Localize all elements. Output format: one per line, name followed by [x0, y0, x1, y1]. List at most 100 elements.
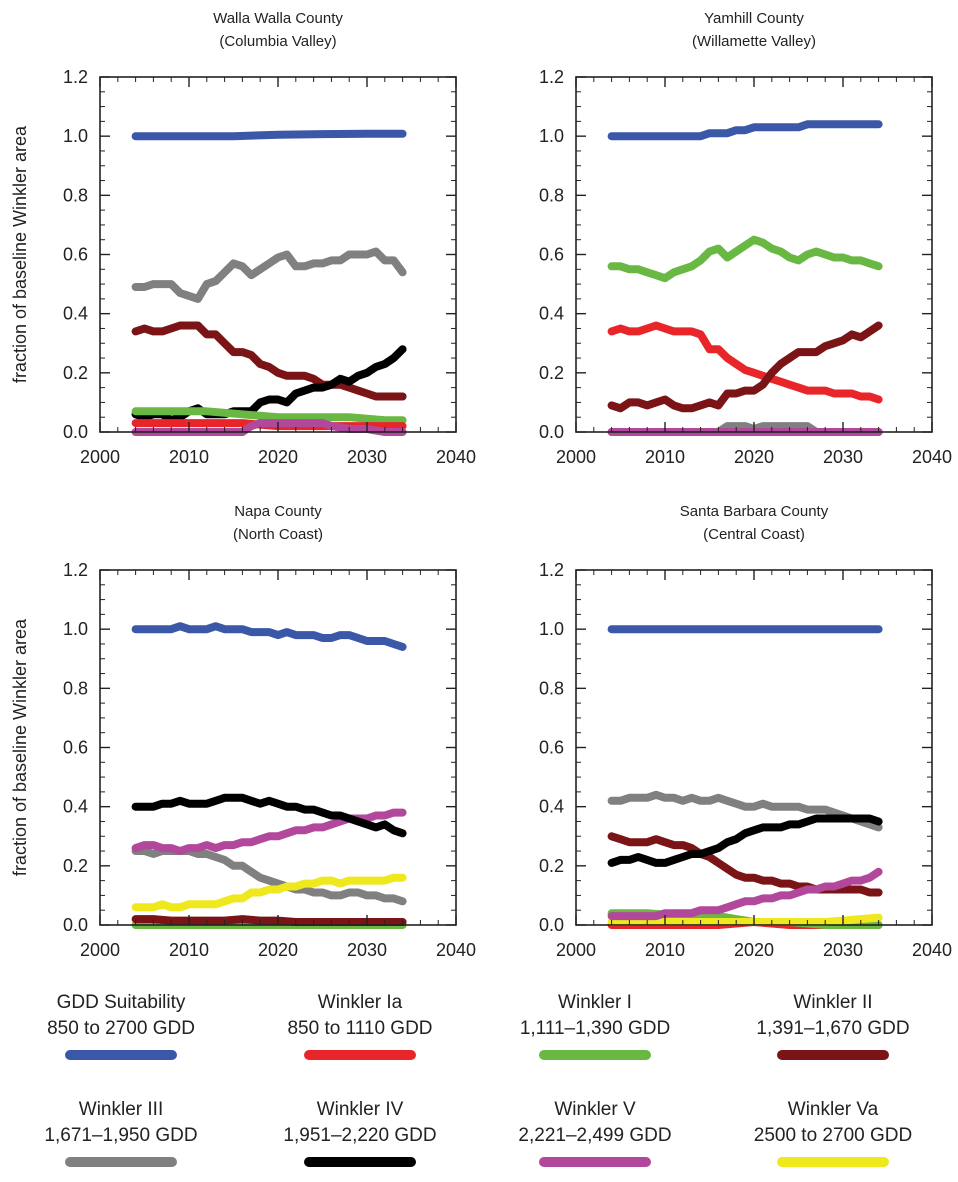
panel-subtitle: (Willamette Valley) [692, 33, 816, 50]
legend-item: Winkler Va 2500 to 2700 GDD [718, 1097, 948, 1167]
x-tick-label: 2000 [80, 447, 120, 467]
y-tick-label: 0.6 [539, 738, 564, 758]
legend-swatch [777, 1157, 889, 1167]
legend-item: Winkler V 2,221–2,499 GDD [480, 1097, 710, 1167]
x-tick-label: 2020 [734, 447, 774, 467]
x-tick-label: 2020 [258, 940, 298, 960]
x-tick-label: 2030 [347, 940, 387, 960]
y-tick-label: 0.2 [539, 856, 564, 876]
legend-swatch [304, 1050, 416, 1060]
legend-item: GDD Suitability 850 to 2700 GDD [6, 990, 236, 1060]
series-line-winkler-va [131, 873, 407, 912]
legend-swatch [304, 1157, 416, 1167]
legend-name: GDD Suitability [56, 992, 186, 1013]
y-tick-label: 0.6 [539, 245, 564, 265]
legend-item: Winkler III 1,671–1,950 GDD [6, 1097, 236, 1167]
y-tick-label: 0.2 [539, 363, 564, 383]
y-tick-label: 0.6 [63, 245, 88, 265]
legend-range: 1,391–1,670 GDD [756, 1018, 910, 1039]
x-tick-label: 2010 [169, 447, 209, 467]
legend-item: Winkler IV 1,951–2,220 GDD [245, 1097, 475, 1167]
panel-title: Napa County [234, 503, 322, 520]
series-line-winkler-iv [131, 793, 407, 838]
series-line-winkler-i [607, 235, 883, 283]
series-line-winkler-v [131, 808, 407, 855]
legend-name: Winkler I [558, 992, 632, 1013]
legend-swatch [65, 1157, 177, 1167]
legend-item: Winkler I 1,111–1,390 GDD [480, 990, 710, 1060]
series-group [607, 120, 883, 436]
x-tick-label: 2010 [645, 940, 685, 960]
legend-swatch [539, 1157, 651, 1167]
y-tick-label: 0.8 [63, 185, 88, 205]
panel-subtitle: (Central Coast) [703, 526, 805, 543]
y-tick-label: 0.0 [539, 915, 564, 935]
y-tick-label: 1.0 [63, 126, 88, 146]
legend-name: Winkler Va [787, 1099, 879, 1120]
y-tick-label: 1.0 [539, 126, 564, 146]
series-line-gdd-suitability [131, 129, 407, 141]
panel-subtitle: (North Coast) [233, 526, 323, 543]
legend-range: 1,111–1,390 GDD [519, 1018, 671, 1039]
x-tick-label: 2030 [347, 447, 387, 467]
y-tick-label: 0.6 [63, 738, 88, 758]
x-tick-label: 2000 [556, 940, 596, 960]
legend-range: 850 to 1110 GDD [287, 1018, 433, 1039]
series-line-winkler-i [131, 407, 407, 425]
x-tick-label: 2000 [556, 447, 596, 467]
plot-frame [99, 569, 457, 926]
legend-swatch [65, 1050, 177, 1060]
x-tick-label: 2030 [823, 940, 863, 960]
y-axis-label: fraction of baseline Winkler area [10, 125, 30, 383]
legend-range: 1,951–2,220 GDD [283, 1125, 437, 1146]
series-line-winkler-ia [607, 321, 883, 404]
legend-item: Winkler II 1,391–1,670 GDD [718, 990, 948, 1060]
x-tick-label: 2030 [823, 447, 863, 467]
legend-name: Winkler V [554, 1099, 636, 1120]
x-tick-label: 2020 [258, 447, 298, 467]
y-tick-label: 0.8 [539, 185, 564, 205]
panel-title: Walla Walla County [213, 10, 343, 27]
legend-name: Winkler Ia [317, 992, 403, 1013]
chart-panel-bottom-right: Santa Barbara County (Central Coast) 2000 2… [539, 503, 952, 960]
y-tick-label: 0.0 [63, 422, 88, 442]
x-tick-label: 2040 [912, 447, 952, 467]
y-tick-label: 0.0 [63, 915, 88, 935]
series-group [131, 622, 407, 929]
y-tick-label: 1.2 [63, 67, 88, 87]
x-tick-label: 2040 [436, 447, 476, 467]
series-group [607, 625, 883, 929]
y-tick-label: 0.4 [63, 797, 88, 817]
y-tick-label: 0.4 [539, 304, 564, 324]
legend: GDD Suitability 850 to 2700 GDD Winkler … [0, 990, 958, 1182]
series-line-gdd-suitability [607, 120, 883, 141]
x-tick-label: 2010 [645, 447, 685, 467]
panel-subtitle: (Columbia Valley) [219, 33, 336, 50]
y-tick-label: 1.2 [539, 560, 564, 580]
legend-name: Winkler III [78, 1099, 164, 1120]
series-line-winkler-iii [607, 790, 883, 832]
y-tick-label: 1.0 [63, 619, 88, 639]
legend-swatch [777, 1050, 889, 1060]
y-tick-label: 1.2 [539, 67, 564, 87]
x-tick-label: 2040 [912, 940, 952, 960]
y-tick-label: 1.2 [63, 560, 88, 580]
y-tick-label: 0.8 [63, 678, 88, 698]
series-line-gdd-suitability [131, 622, 407, 651]
legend-range: 2,221–2,499 GDD [518, 1125, 672, 1146]
panel-title: Santa Barbara County [680, 503, 829, 520]
series-line-winkler-v [607, 867, 883, 921]
series-line-winkler-iii [131, 847, 407, 906]
series-line-winkler-iv [607, 814, 883, 867]
y-tick-label: 0.8 [539, 678, 564, 698]
series-line-winkler-iii [131, 247, 407, 303]
series-line-winkler-iv [131, 345, 407, 425]
chart-panel-top-left: Walla Walla County (Columbia Valley) fract… [10, 10, 476, 467]
legend-swatch [539, 1050, 651, 1060]
y-tick-label: 0.2 [63, 856, 88, 876]
y-tick-label: 0.4 [63, 304, 88, 324]
y-tick-label: 0.0 [539, 422, 564, 442]
x-tick-label: 2040 [436, 940, 476, 960]
figure-canvas: Walla Walla County (Columbia Valley) fract… [10, 10, 952, 960]
chart-panel-bottom-left: Napa County (North Coast) fraction of base… [10, 503, 476, 960]
